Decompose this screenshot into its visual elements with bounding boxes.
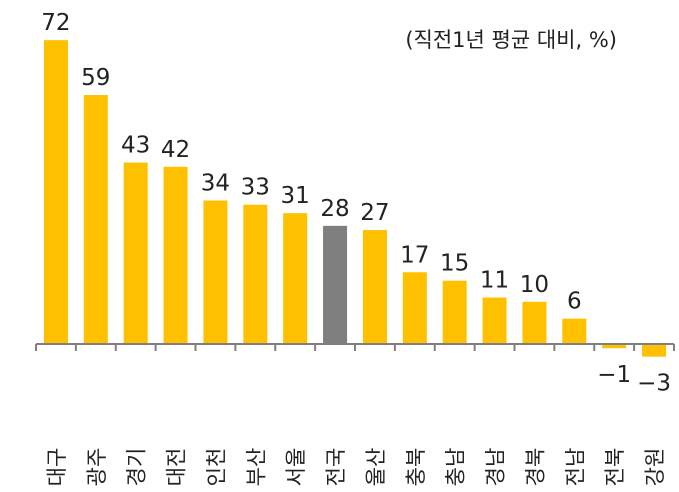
bar-0 (44, 40, 68, 344)
value-label-1: 59 (81, 65, 110, 91)
bar-4 (203, 201, 227, 344)
category-label-13: 전남 (563, 448, 587, 487)
value-label-6: 31 (281, 183, 310, 209)
category-label-7: 전국 (324, 448, 348, 487)
category-label-1: 광주 (85, 448, 109, 487)
bar-13 (562, 319, 586, 344)
category-label-12: 경북 (523, 448, 547, 487)
bar-11 (483, 298, 507, 344)
bar-3 (164, 167, 188, 344)
value-label-15: −3 (637, 371, 671, 397)
category-label-5: 부산 (244, 448, 268, 487)
category-label-3: 대전 (165, 448, 189, 487)
bar-15 (642, 344, 666, 357)
value-label-8: 27 (360, 200, 389, 226)
category-label-10: 충남 (444, 448, 468, 487)
bar-10 (443, 281, 467, 344)
category-label-2: 경기 (125, 448, 149, 487)
category-label-15: 강원 (643, 448, 667, 487)
value-label-13: 6 (567, 289, 582, 315)
category-label-4: 인천 (204, 448, 228, 487)
category-label-14: 전북 (603, 448, 627, 487)
bar-12 (522, 302, 546, 344)
value-label-9: 17 (400, 242, 429, 268)
bar-8 (363, 230, 387, 344)
value-label-7: 28 (320, 196, 349, 222)
value-label-0: 72 (41, 10, 70, 36)
category-label-11: 경남 (484, 448, 508, 487)
bar-2 (124, 163, 148, 344)
value-label-14: −1 (597, 362, 631, 388)
bar-1 (84, 95, 108, 344)
value-label-4: 34 (201, 171, 230, 197)
value-label-12: 10 (520, 272, 549, 298)
bar-7 (323, 226, 347, 344)
bar-9 (403, 272, 427, 344)
category-label-8: 울산 (364, 448, 388, 487)
value-label-2: 43 (121, 133, 150, 159)
category-label-0: 대구 (45, 448, 69, 487)
bar-6 (283, 213, 307, 344)
value-label-5: 33 (241, 175, 270, 201)
category-label-6: 서울 (284, 448, 308, 487)
value-label-10: 15 (440, 251, 469, 277)
category-label-9: 충북 (404, 448, 428, 487)
value-label-3: 42 (161, 137, 190, 163)
bar-5 (243, 205, 267, 344)
value-label-11: 11 (480, 268, 509, 294)
